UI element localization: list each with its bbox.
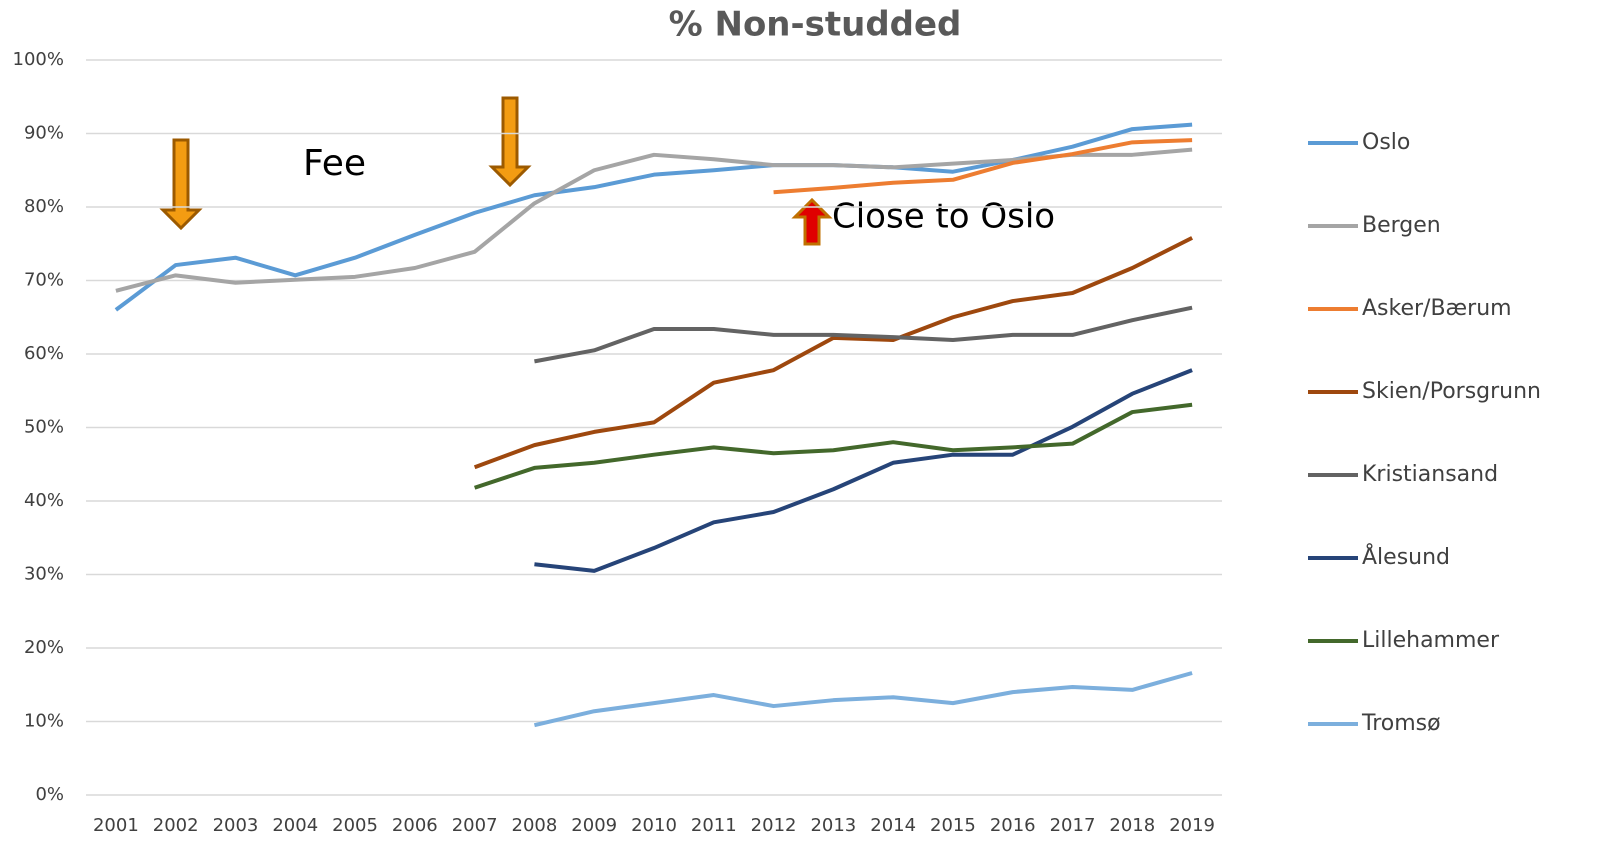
x-tick-label: 2014 xyxy=(870,815,916,836)
series-line xyxy=(773,138,1193,195)
y-tick-label: 100% xyxy=(13,49,64,70)
x-tick-label: 2002 xyxy=(153,815,199,836)
x-tick-label: 2019 xyxy=(1169,815,1215,836)
y-tick-label: 0% xyxy=(35,784,64,805)
y-tick-label: 30% xyxy=(24,564,64,585)
y-tick-label: 10% xyxy=(24,711,64,732)
legend-label: Ålesund xyxy=(1362,543,1450,570)
x-tick-label: 2015 xyxy=(930,815,976,836)
series-line xyxy=(115,147,1193,293)
y-tick-label: 70% xyxy=(24,270,64,291)
x-tick-label: 2009 xyxy=(571,815,617,836)
x-tick-label: 2018 xyxy=(1109,815,1155,836)
x-tick-label: 2005 xyxy=(332,815,378,836)
legend-label: Lillehammer xyxy=(1362,628,1500,653)
y-tick-label: 80% xyxy=(24,196,64,217)
y-tick-label: 60% xyxy=(24,343,64,364)
legend-label: Bergen xyxy=(1362,213,1441,238)
series-line xyxy=(474,402,1193,490)
legend-label: Kristiansand xyxy=(1362,462,1498,487)
legend-label: Oslo xyxy=(1362,130,1410,155)
x-tick-label: 2013 xyxy=(810,815,856,836)
x-tick-label: 2008 xyxy=(512,815,558,836)
series-line xyxy=(534,305,1193,364)
y-tick-label: 20% xyxy=(24,637,64,658)
x-tick-label: 2007 xyxy=(452,815,498,836)
y-tick-label: 50% xyxy=(24,417,64,438)
annotation: Close to Oslo xyxy=(832,197,1055,237)
x-tick-label: 2017 xyxy=(1050,815,1096,836)
y-tick-label: 40% xyxy=(24,490,64,511)
x-tick-label: 2003 xyxy=(213,815,259,836)
x-tick-label: 2001 xyxy=(93,815,139,836)
x-tick-label: 2006 xyxy=(392,815,438,836)
series-line xyxy=(533,671,1193,728)
x-tick-label: 2004 xyxy=(272,815,318,836)
legend-label: Skien/Porsgrunn xyxy=(1362,379,1541,404)
chart-title: % Non-studded xyxy=(669,5,962,45)
x-tick-label: 2010 xyxy=(631,815,677,836)
annotation: Fee xyxy=(303,143,366,184)
x-tick-label: 2016 xyxy=(990,815,1036,836)
series-line xyxy=(473,236,1194,470)
x-tick-label: 2011 xyxy=(691,815,737,836)
x-tick-label: 2012 xyxy=(751,815,797,836)
arrow xyxy=(159,96,833,246)
legend-label: Tromsø xyxy=(1361,711,1441,736)
series-line xyxy=(534,368,1193,573)
legend-label: Asker/Bærum xyxy=(1362,296,1512,321)
y-tick-label: 90% xyxy=(24,123,64,144)
